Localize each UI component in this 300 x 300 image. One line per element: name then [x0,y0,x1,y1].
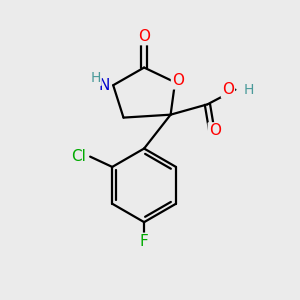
Text: Cl: Cl [71,149,86,164]
Text: H: H [90,71,101,85]
Text: O: O [138,29,150,44]
Text: O: O [172,73,184,88]
Text: O: O [209,123,221,138]
Text: H: H [244,82,254,97]
Text: O: O [222,82,234,97]
Text: N: N [99,78,110,93]
Text: F: F [140,234,148,249]
